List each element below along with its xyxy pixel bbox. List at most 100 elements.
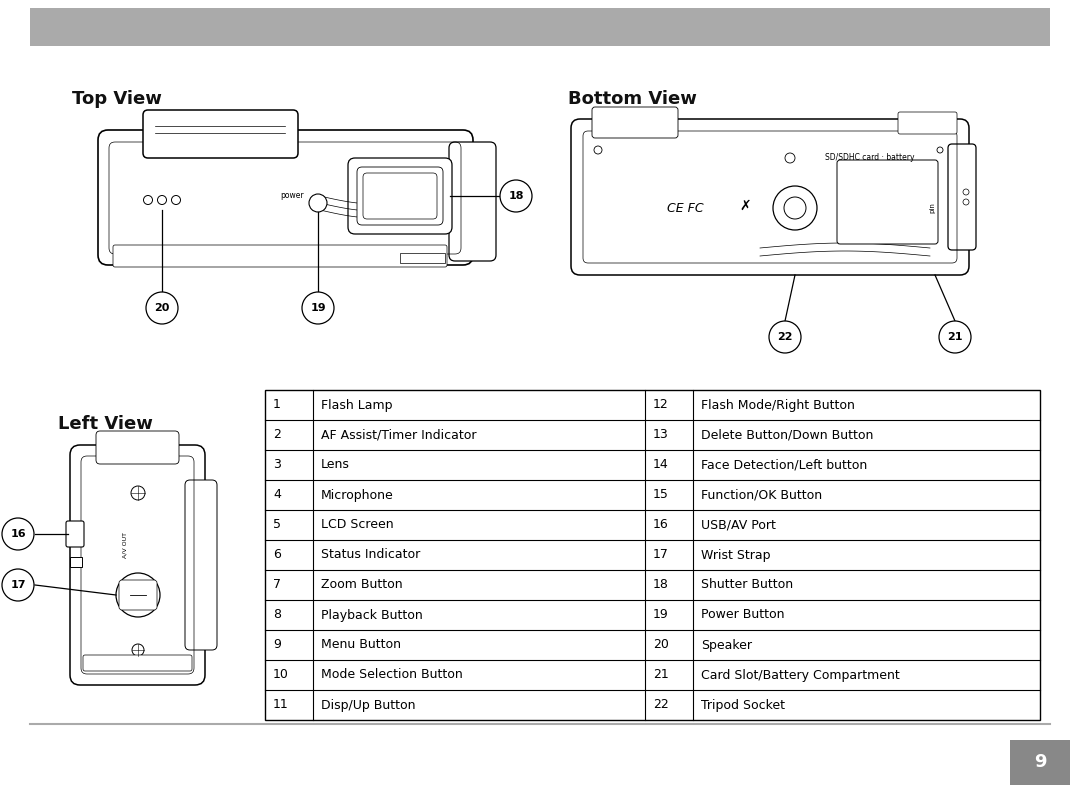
Text: Speaker: Speaker <box>701 638 752 652</box>
Text: 2: 2 <box>273 429 281 441</box>
Circle shape <box>963 189 969 195</box>
Circle shape <box>773 186 816 230</box>
Text: 20: 20 <box>653 638 669 652</box>
Text: power: power <box>280 192 303 200</box>
FancyBboxPatch shape <box>113 245 447 267</box>
Text: Lens: Lens <box>321 458 350 472</box>
Circle shape <box>500 180 532 212</box>
Text: SD/SDHC card · battery: SD/SDHC card · battery <box>825 154 915 162</box>
Text: CE FC: CE FC <box>666 202 703 214</box>
Text: 10: 10 <box>273 669 288 681</box>
Text: 12: 12 <box>653 399 669 411</box>
Circle shape <box>2 569 33 601</box>
Text: 9: 9 <box>273 638 281 652</box>
Circle shape <box>785 153 795 163</box>
Circle shape <box>146 292 178 324</box>
Text: 15: 15 <box>653 488 669 502</box>
Text: 17: 17 <box>653 549 669 561</box>
FancyBboxPatch shape <box>571 119 969 275</box>
Circle shape <box>594 146 602 154</box>
Text: 21: 21 <box>947 332 962 342</box>
Circle shape <box>132 644 144 656</box>
FancyBboxPatch shape <box>83 655 192 671</box>
Text: Disp/Up Button: Disp/Up Button <box>321 699 416 711</box>
Text: ✗: ✗ <box>739 199 751 213</box>
Text: 16: 16 <box>10 529 26 539</box>
Text: Flash Mode/Right Button: Flash Mode/Right Button <box>701 399 855 411</box>
FancyBboxPatch shape <box>185 480 217 650</box>
Text: 16: 16 <box>653 519 669 531</box>
FancyBboxPatch shape <box>70 557 82 567</box>
Text: pin: pin <box>929 203 935 214</box>
Text: 22: 22 <box>653 699 669 711</box>
Text: Bottom View: Bottom View <box>568 90 697 108</box>
FancyBboxPatch shape <box>592 107 678 138</box>
Text: 1: 1 <box>273 399 281 411</box>
Circle shape <box>2 518 33 550</box>
Text: 20: 20 <box>154 303 170 313</box>
FancyBboxPatch shape <box>96 431 179 464</box>
FancyBboxPatch shape <box>948 144 976 250</box>
FancyBboxPatch shape <box>348 158 453 234</box>
Text: Flash Lamp: Flash Lamp <box>321 399 392 411</box>
Text: Menu Button: Menu Button <box>321 638 401 652</box>
Text: Left View: Left View <box>57 415 152 433</box>
Text: 5: 5 <box>273 519 281 531</box>
Text: Shutter Button: Shutter Button <box>701 579 793 592</box>
Circle shape <box>939 321 971 353</box>
Text: 22: 22 <box>778 332 793 342</box>
FancyBboxPatch shape <box>357 167 443 225</box>
FancyBboxPatch shape <box>30 8 1050 46</box>
Circle shape <box>309 194 327 212</box>
FancyBboxPatch shape <box>400 253 445 263</box>
Text: Playback Button: Playback Button <box>321 608 422 622</box>
Text: Power Button: Power Button <box>701 608 784 622</box>
Circle shape <box>131 486 145 500</box>
FancyBboxPatch shape <box>897 112 957 134</box>
Text: 11: 11 <box>273 699 288 711</box>
Text: 18: 18 <box>653 579 669 592</box>
Text: USB/AV Port: USB/AV Port <box>701 519 775 531</box>
Text: Tripod Socket: Tripod Socket <box>701 699 785 711</box>
Text: 8: 8 <box>273 608 281 622</box>
Text: 3: 3 <box>273 458 281 472</box>
Text: 21: 21 <box>653 669 669 681</box>
Circle shape <box>769 321 801 353</box>
Text: Wrist Strap: Wrist Strap <box>701 549 770 561</box>
Text: 18: 18 <box>509 191 524 201</box>
FancyBboxPatch shape <box>265 390 1040 720</box>
Text: 6: 6 <box>273 549 281 561</box>
Text: 19: 19 <box>653 608 669 622</box>
FancyBboxPatch shape <box>66 521 84 547</box>
Text: Card Slot/Battery Compartment: Card Slot/Battery Compartment <box>701 669 900 681</box>
Circle shape <box>158 195 166 205</box>
Circle shape <box>784 197 806 219</box>
Text: Zoom Button: Zoom Button <box>321 579 403 592</box>
Text: Microphone: Microphone <box>321 488 394 502</box>
Text: 4: 4 <box>273 488 281 502</box>
Text: 13: 13 <box>653 429 669 441</box>
Text: A/V OUT: A/V OUT <box>122 532 127 558</box>
Text: 7: 7 <box>273 579 281 592</box>
Text: Top View: Top View <box>72 90 162 108</box>
FancyBboxPatch shape <box>119 580 157 610</box>
FancyBboxPatch shape <box>837 160 939 244</box>
Circle shape <box>144 195 152 205</box>
Text: AF Assist/Timer Indicator: AF Assist/Timer Indicator <box>321 429 476 441</box>
Text: 14: 14 <box>653 458 669 472</box>
Text: 19: 19 <box>310 303 326 313</box>
Text: 9: 9 <box>1034 753 1047 771</box>
Text: Face Detection/Left button: Face Detection/Left button <box>701 458 867 472</box>
Circle shape <box>172 195 180 205</box>
Circle shape <box>302 292 334 324</box>
FancyBboxPatch shape <box>98 130 473 265</box>
Text: Mode Selection Button: Mode Selection Button <box>321 669 462 681</box>
FancyBboxPatch shape <box>143 110 298 158</box>
Text: Delete Button/Down Button: Delete Button/Down Button <box>701 429 874 441</box>
Text: Function/OK Button: Function/OK Button <box>701 488 822 502</box>
Text: 17: 17 <box>10 580 26 590</box>
FancyBboxPatch shape <box>70 445 205 685</box>
Circle shape <box>937 147 943 153</box>
Circle shape <box>116 573 160 617</box>
FancyBboxPatch shape <box>1010 740 1070 785</box>
